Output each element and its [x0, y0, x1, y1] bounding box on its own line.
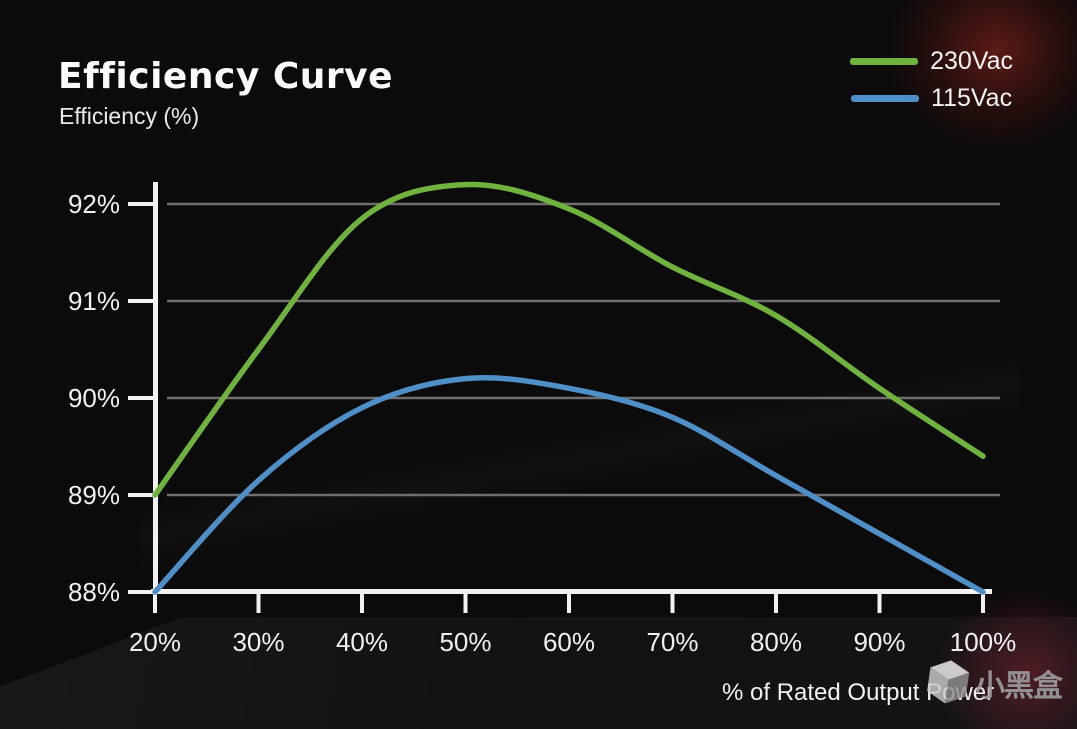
y-tick-label-88: 88%: [68, 577, 120, 607]
background-sheen: [140, 340, 1020, 580]
legend-item-115vac: 115Vac: [850, 83, 1013, 113]
background-bottom-band: [0, 617, 1077, 729]
watermark-logo-icon: [927, 660, 970, 704]
chart-title: Efficiency Curve: [58, 56, 394, 98]
legend-swatch-230vac: [850, 57, 919, 65]
y-tick-label-92: 92%: [68, 189, 120, 219]
legend-label-115vac: 115Vac: [931, 83, 1013, 112]
watermark: 小黑盒: [925, 658, 1063, 708]
legend-label-230vac: 230Vac: [930, 46, 1013, 75]
y-axis-title: Efficiency (%): [59, 103, 200, 129]
y-tick-label-89: 89%: [68, 480, 120, 510]
legend-swatch-115vac: [851, 94, 919, 102]
watermark-text: 小黑盒: [975, 670, 1063, 703]
y-tick-label-91: 91%: [68, 286, 120, 316]
legend-item-230vac: 230Vac: [850, 46, 1013, 76]
y-tick-label-90: 90%: [68, 383, 120, 413]
legend: 230Vac 115Vac: [850, 46, 1013, 113]
